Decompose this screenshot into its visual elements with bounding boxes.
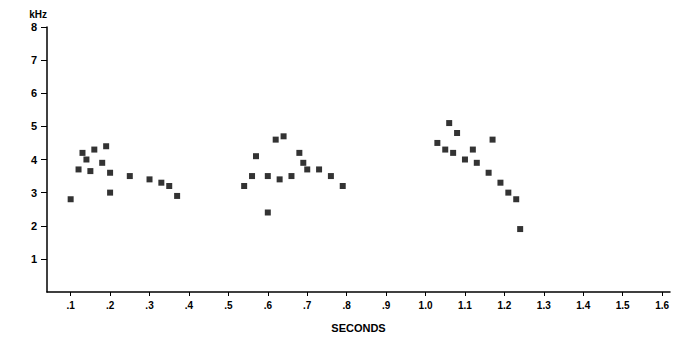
svg-text:.2: .2	[106, 300, 115, 311]
svg-text:1.2: 1.2	[497, 300, 511, 311]
svg-text:SECONDS: SECONDS	[331, 322, 385, 334]
svg-text:1.1: 1.1	[458, 300, 472, 311]
svg-text:.7: .7	[303, 300, 312, 311]
svg-text:kHz: kHz	[29, 9, 47, 20]
svg-text:.3: .3	[145, 300, 154, 311]
svg-text:7: 7	[31, 54, 37, 66]
svg-text:1.3: 1.3	[537, 300, 551, 311]
svg-text:3: 3	[31, 187, 37, 199]
svg-text:.8: .8	[342, 300, 351, 311]
svg-text:.5: .5	[224, 300, 233, 311]
svg-text:1: 1	[31, 253, 37, 265]
svg-text:.4: .4	[185, 300, 194, 311]
svg-text:4: 4	[31, 154, 38, 166]
svg-text:.9: .9	[382, 300, 391, 311]
svg-text:6: 6	[31, 87, 37, 99]
svg-text:1.6: 1.6	[655, 300, 669, 311]
svg-text:5: 5	[31, 120, 37, 132]
svg-text:.1: .1	[66, 300, 75, 311]
svg-text:8: 8	[31, 21, 37, 33]
svg-text:2: 2	[31, 220, 37, 232]
svg-text:1.5: 1.5	[616, 300, 630, 311]
svg-text:1.0: 1.0	[419, 300, 433, 311]
svg-text:.6: .6	[264, 300, 273, 311]
svg-text:1.4: 1.4	[576, 300, 590, 311]
